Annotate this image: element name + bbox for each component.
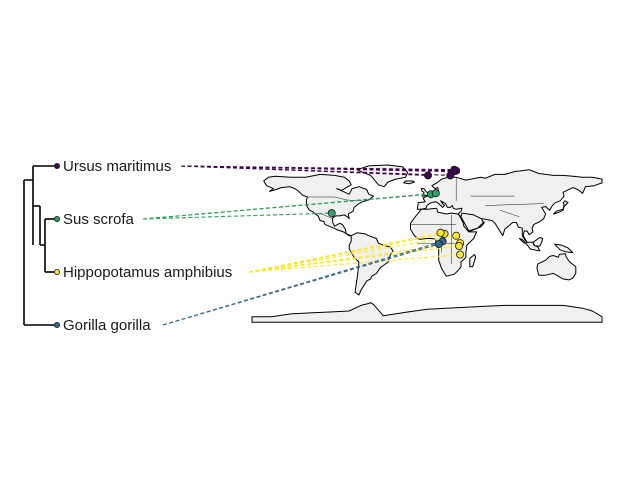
occurrence-point-hippo-2 bbox=[436, 228, 445, 237]
tip-label-gorilla: Gorilla gorilla bbox=[63, 317, 151, 334]
link-sus-1 bbox=[142, 192, 436, 220]
land-madagascar bbox=[469, 254, 477, 268]
occurrence-point-hippo-5 bbox=[456, 250, 465, 259]
occurrence-point-ursus-3 bbox=[446, 171, 455, 180]
land-iceland bbox=[403, 180, 415, 185]
occurrence-point-sus-2 bbox=[327, 209, 336, 218]
link-hippo-4 bbox=[248, 245, 460, 273]
land-north-america bbox=[263, 173, 374, 237]
occurrence-points bbox=[327, 165, 465, 259]
tip-labels: Ursus maritimus Sus scrofa Hippopotamus … bbox=[54, 158, 232, 334]
link-ursus-3 bbox=[180, 165, 451, 176]
tip-occurrence-links bbox=[142, 165, 461, 326]
link-hippo-0 bbox=[248, 235, 457, 273]
land-antarctica bbox=[251, 302, 603, 323]
phylogenetic-tree bbox=[23, 165, 57, 326]
occurrence-point-gorilla-1 bbox=[434, 240, 443, 249]
tree-edge-node-a bbox=[24, 166, 34, 245]
link-sus-2 bbox=[142, 212, 332, 220]
tip-label-sus: Sus scrofa bbox=[63, 211, 135, 228]
world-map bbox=[251, 164, 603, 323]
tip-dot-sus bbox=[54, 215, 61, 222]
link-gorilla-1 bbox=[162, 243, 439, 326]
tree-edge-node-b bbox=[33, 205, 41, 245]
occurrence-point-sus-1 bbox=[431, 189, 440, 198]
tree-edge-node-c bbox=[40, 219, 46, 272]
tip-dot-hippo bbox=[54, 268, 61, 275]
tip-dot-gorilla bbox=[54, 321, 61, 328]
link-hippo-2 bbox=[248, 232, 441, 273]
occurrence-point-ursus-4 bbox=[423, 171, 432, 180]
land-eurasia bbox=[416, 169, 603, 243]
occurrence-point-hippo-0 bbox=[452, 231, 461, 240]
link-hippo-5 bbox=[248, 253, 461, 273]
tip-dot-ursus bbox=[54, 162, 61, 169]
tip-label-hippo: Hippopotamus amphibius bbox=[63, 264, 232, 281]
country-border-8 bbox=[499, 209, 520, 218]
link-gorilla-0 bbox=[162, 240, 443, 326]
land-japan bbox=[552, 200, 569, 215]
link-ursus-2 bbox=[180, 165, 457, 172]
land-australia bbox=[536, 253, 577, 281]
land-arabia bbox=[460, 212, 484, 232]
country-border-1 bbox=[313, 212, 333, 219]
occurrence-point-ursus-2 bbox=[452, 166, 461, 175]
land-borneo bbox=[532, 237, 544, 247]
occurrence-point-hippo-4 bbox=[455, 241, 464, 250]
land-new-guinea bbox=[553, 243, 574, 254]
land-indonesia bbox=[518, 238, 541, 252]
country-border-6 bbox=[485, 203, 544, 206]
tip-label-ursus: Ursus maritimus bbox=[63, 158, 171, 175]
link-ursus-4 bbox=[180, 165, 429, 176]
